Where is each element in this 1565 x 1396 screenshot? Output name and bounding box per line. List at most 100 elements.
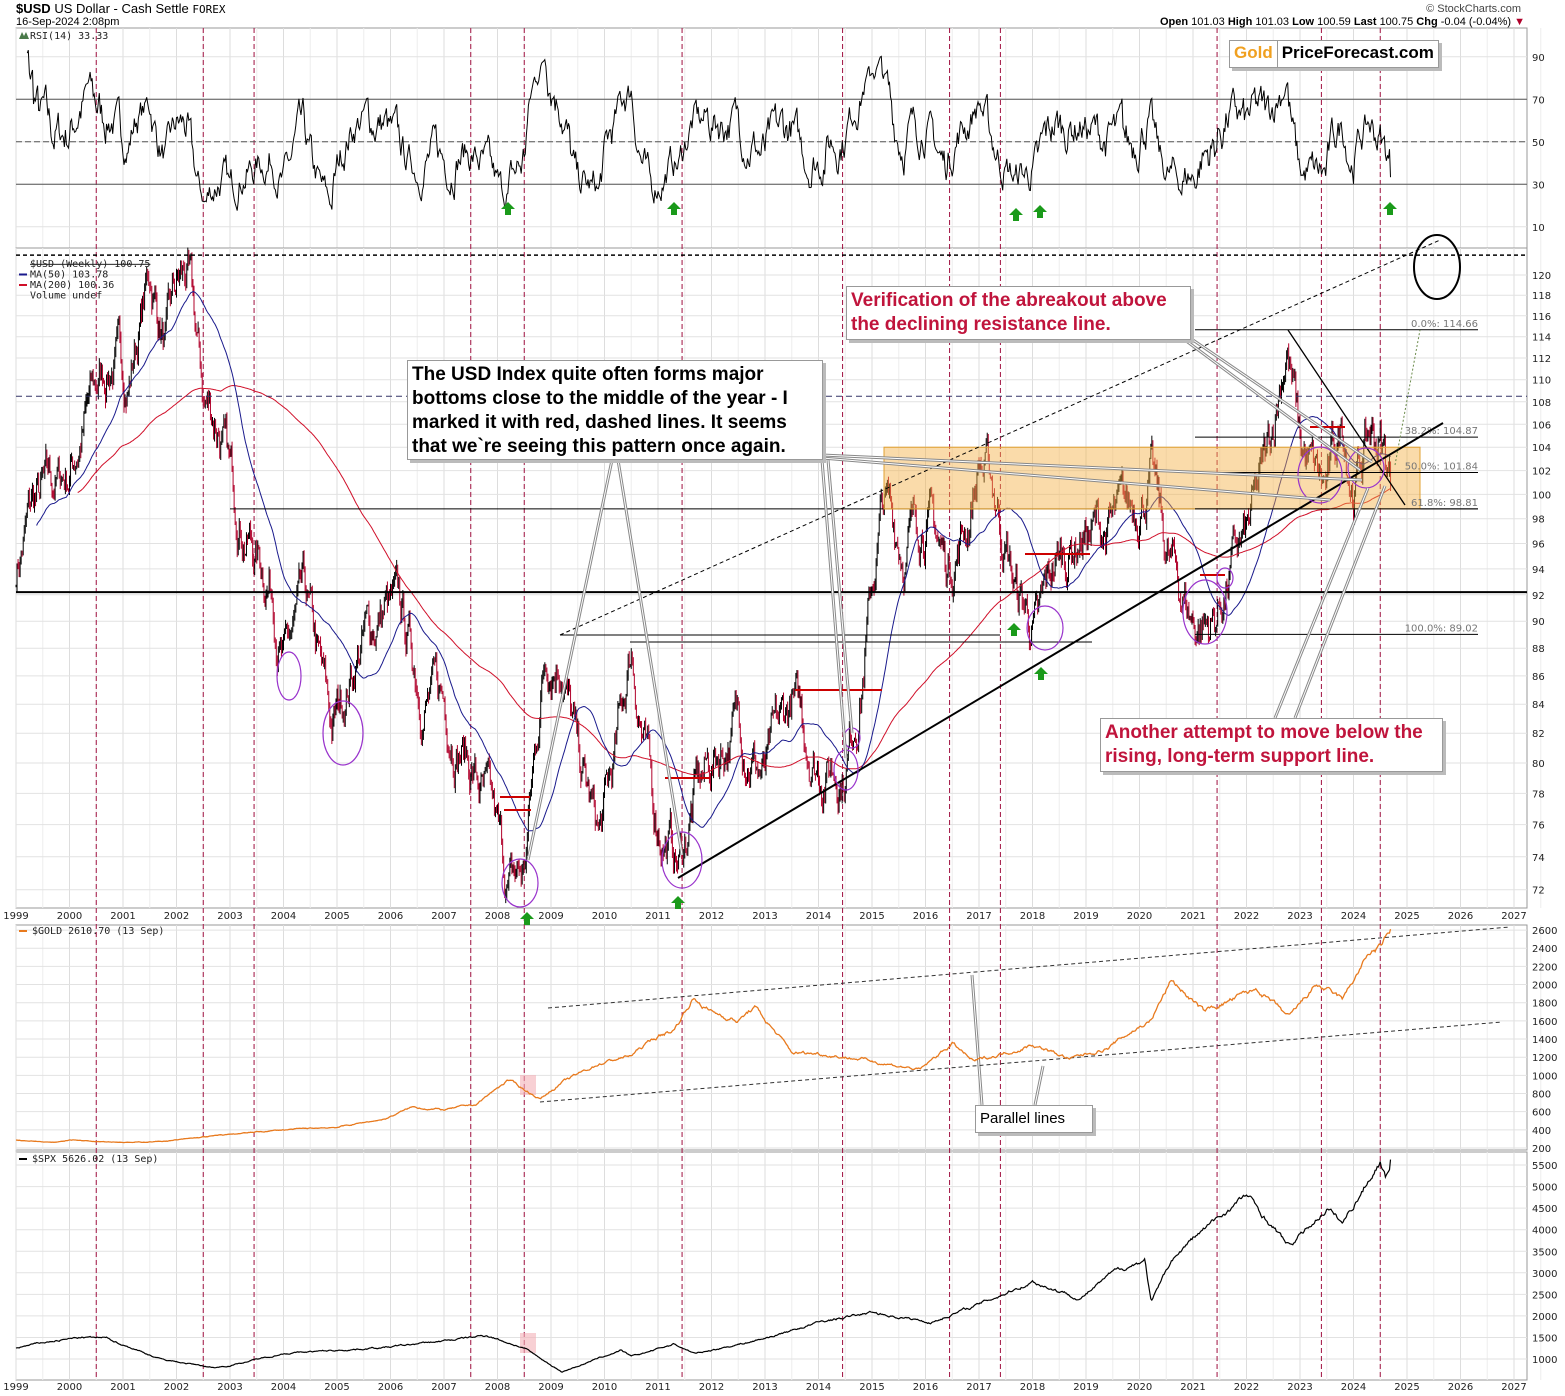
green-up-arrow-icon	[1034, 667, 1048, 680]
annotation-line: that we`re seeing this pattern once agai…	[412, 436, 786, 457]
usd-tick-label: 84	[1532, 700, 1545, 711]
bottom-circle	[661, 831, 703, 889]
annotation-line: Verification of the abreakout above	[851, 290, 1167, 311]
declining-resistance-line	[1287, 329, 1406, 506]
usd-tick-label: 92	[1532, 591, 1545, 602]
x-tick-label: 2023	[1287, 911, 1312, 922]
spx-tick-label: 4000	[1532, 1226, 1557, 1237]
rsi-tick-label: 10	[1532, 223, 1545, 234]
usd-tick-label: 112	[1532, 354, 1551, 365]
fib-label: 50.0%: 101.84	[1405, 461, 1478, 472]
open-label: Open	[1159, 16, 1189, 28]
logo: Gold PriceForecast.com	[1229, 40, 1439, 68]
annotation-line: the declining resistance line.	[851, 314, 1111, 335]
callout-line	[1184, 339, 1361, 471]
gold-tick-label: 1600	[1532, 1017, 1557, 1028]
bottom-circle	[1182, 579, 1228, 645]
gold-tick-label: 800	[1532, 1090, 1551, 1101]
x-tick-label: 2013	[752, 911, 777, 922]
spx-tick-label: 4500	[1532, 1204, 1557, 1215]
x-tick-label: 2019	[1073, 911, 1098, 922]
usd-tick-label: 76	[1532, 821, 1545, 832]
x-tick-label: 2015	[859, 911, 884, 922]
callout-line	[1034, 1065, 1044, 1106]
usd-tick-label: 86	[1532, 672, 1545, 683]
fib-label: 38.2%: 104.87	[1405, 426, 1478, 437]
x-tick-label: 2014	[806, 911, 831, 922]
annotation-line: rising, long-term support line.	[1105, 746, 1375, 767]
chg-value: -0.04 (-0.04%)	[1440, 16, 1512, 28]
bottom-circle	[322, 700, 364, 766]
x-tick-label: 2005	[324, 1382, 349, 1393]
x-tick-label: 2022	[1234, 1382, 1259, 1393]
fib-label: 61.8%: 98.81	[1411, 498, 1478, 509]
gold-line	[15, 928, 1392, 1144]
usd-tick-label: 100	[1532, 490, 1551, 501]
gold-upper-channel	[547, 926, 1511, 1009]
rsi-tick-label: 70	[1532, 95, 1545, 106]
x-tick-label: 2023	[1287, 1382, 1312, 1393]
usd-tick-label: 110	[1532, 376, 1551, 387]
x-tick-label: 2016	[913, 911, 938, 922]
x-tick-label: 2004	[271, 1382, 296, 1393]
spx-tick-label: 5000	[1532, 1183, 1557, 1194]
symbol: $USD	[16, 1, 51, 16]
usd-legend-item: $USD (Weekly) 100.75	[30, 259, 150, 270]
usd-legend-item: Volume undef	[30, 291, 102, 302]
callout-line	[1189, 337, 1373, 463]
x-tick-label: 2007	[431, 911, 456, 922]
annotation-line: The USD Index quite often forms major	[412, 364, 764, 385]
green-up-arrow-icon	[520, 912, 534, 925]
rsi-legend: RSI(14) 33.33	[30, 31, 108, 42]
spx-tick-label: 3500	[1532, 1247, 1557, 1258]
rsi-indicator-icon	[19, 32, 29, 39]
gold-tick-label: 400	[1532, 1126, 1551, 1137]
annotation-attempt: Another attempt to move below the rising…	[1100, 718, 1443, 772]
usd-tick-label: 114	[1532, 333, 1551, 344]
x-tick-label: 2003	[217, 1382, 242, 1393]
usd-tick-label: 108	[1532, 398, 1551, 409]
x-tick-label: 2014	[806, 1382, 831, 1393]
x-tick-label: 2000	[57, 1382, 82, 1393]
usd-tick-label: 102	[1532, 467, 1551, 478]
x-tick-label: 1999	[3, 911, 28, 922]
last-value: 100.75	[1379, 16, 1414, 28]
x-tick-label: 2020	[1127, 911, 1152, 922]
x-tick-label: 2008	[485, 911, 510, 922]
gold-tick-label: 600	[1532, 1108, 1551, 1119]
usd-tick-label: 74	[1532, 853, 1545, 864]
callout-line	[1294, 485, 1386, 719]
high-value: 101.03	[1255, 16, 1290, 28]
green-up-arrow-icon	[1033, 205, 1047, 218]
usd-tick-label: 106	[1532, 420, 1551, 431]
spx-tick-label: 1000	[1532, 1355, 1557, 1366]
bottom-circle	[1297, 446, 1343, 504]
green-up-arrow-icon	[671, 896, 685, 909]
callout-line	[971, 974, 983, 1106]
usd-tick-label: 120	[1532, 271, 1551, 282]
gold-tick-label: 2000	[1532, 981, 1557, 992]
gold-tick-label: 1200	[1532, 1053, 1557, 1064]
callout-line	[821, 457, 1331, 501]
green-up-arrow-icon	[1007, 623, 1021, 636]
usd-tick-label: 78	[1532, 789, 1545, 800]
spx-line	[15, 1159, 1392, 1373]
usd-tick-label: 104	[1532, 443, 1551, 454]
green-up-arrow-icon	[1009, 208, 1023, 221]
x-tick-label: 2027	[1501, 1382, 1526, 1393]
gold-tick-label: 200	[1532, 1144, 1551, 1155]
spx-tick-label: 2500	[1532, 1290, 1557, 1301]
callout-line	[1274, 487, 1369, 719]
x-tick-label: 2000	[57, 911, 82, 922]
symbol-name: US Dollar - Cash Settle	[54, 1, 189, 16]
x-tick-label: 2025	[1394, 1382, 1419, 1393]
x-tick-label: 2018	[1020, 911, 1045, 922]
usd-tick-label: 116	[1532, 312, 1551, 323]
usd-tick-label: 88	[1532, 644, 1545, 655]
x-tick-label: 2026	[1448, 911, 1473, 922]
annotation-parallel-lines: Parallel lines	[975, 1105, 1093, 1133]
spx-tick-label: 3000	[1532, 1269, 1557, 1280]
low-label: Low	[1292, 16, 1315, 28]
x-tick-label: 2012	[699, 1382, 724, 1393]
